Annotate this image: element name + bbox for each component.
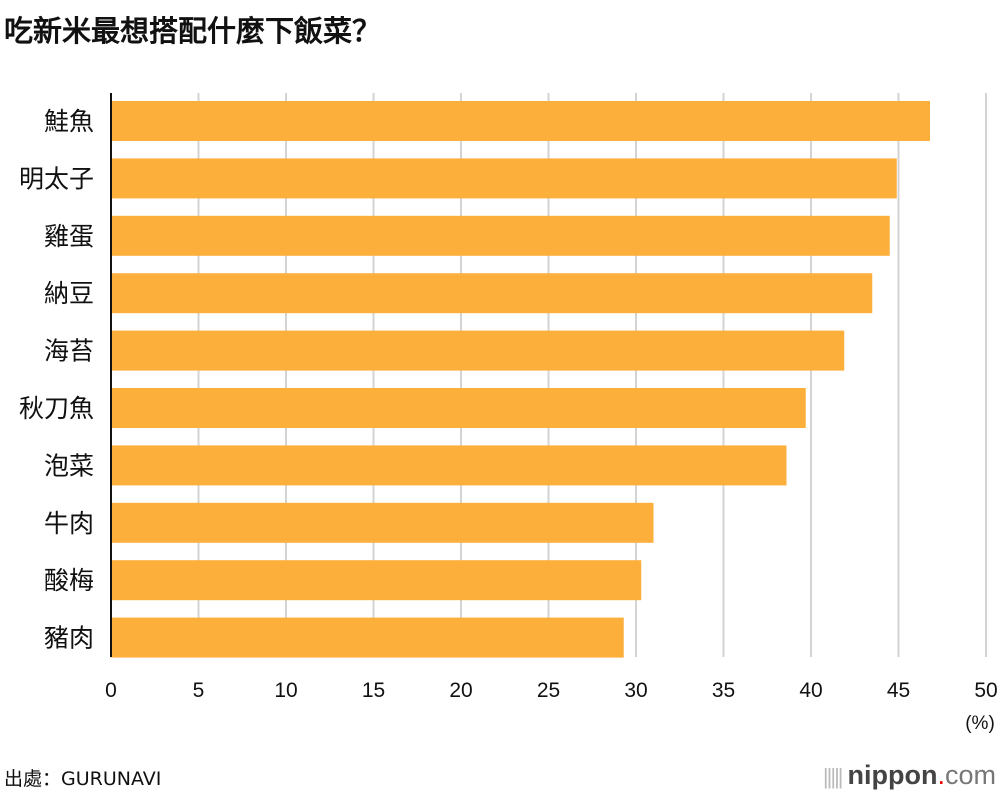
x-tick-label: 0 — [105, 679, 117, 702]
category-label: 豬肉 — [44, 624, 94, 653]
x-tick-label: 5 — [193, 679, 205, 702]
source-note: 出處：GURUNAVI — [4, 768, 162, 790]
bar — [111, 101, 930, 141]
bar — [111, 502, 654, 543]
category-label: 鮭魚 — [44, 107, 94, 136]
bar — [111, 560, 642, 601]
x-tick-label: 20 — [449, 679, 472, 702]
x-tick-label: 15 — [362, 679, 385, 702]
x-tick-label: 10 — [274, 679, 297, 702]
bar — [111, 330, 845, 371]
category-label: 明太子 — [19, 164, 94, 193]
bar — [111, 617, 624, 658]
x-axis-unit: (%) — [965, 713, 995, 734]
sound-wave-icon: ||||| — [822, 764, 844, 789]
category-label: 酸梅 — [44, 566, 94, 595]
chart-title: 吃新米最想搭配什麼下飯菜？ — [4, 14, 382, 48]
bar — [111, 445, 787, 486]
bar — [111, 388, 806, 428]
category-label: 雞蛋 — [44, 222, 94, 251]
x-tick-label: 30 — [624, 679, 647, 702]
category-label: 秋刀魚 — [19, 394, 94, 423]
x-tick-label: 25 — [537, 679, 560, 702]
x-tick-label: 45 — [887, 679, 910, 702]
nippon-logo: ||||| nippon.com — [822, 760, 996, 790]
category-label: 海苔 — [44, 337, 94, 366]
category-label: 納豆 — [44, 279, 94, 308]
category-label: 牛肉 — [44, 509, 94, 538]
x-tick-label: 40 — [799, 679, 822, 702]
x-tick-label: 50 — [974, 679, 997, 702]
bar — [111, 215, 890, 256]
x-tick-label: 35 — [712, 679, 735, 702]
bar — [111, 158, 897, 199]
category-label: 泡菜 — [44, 451, 94, 480]
bar — [111, 273, 873, 314]
